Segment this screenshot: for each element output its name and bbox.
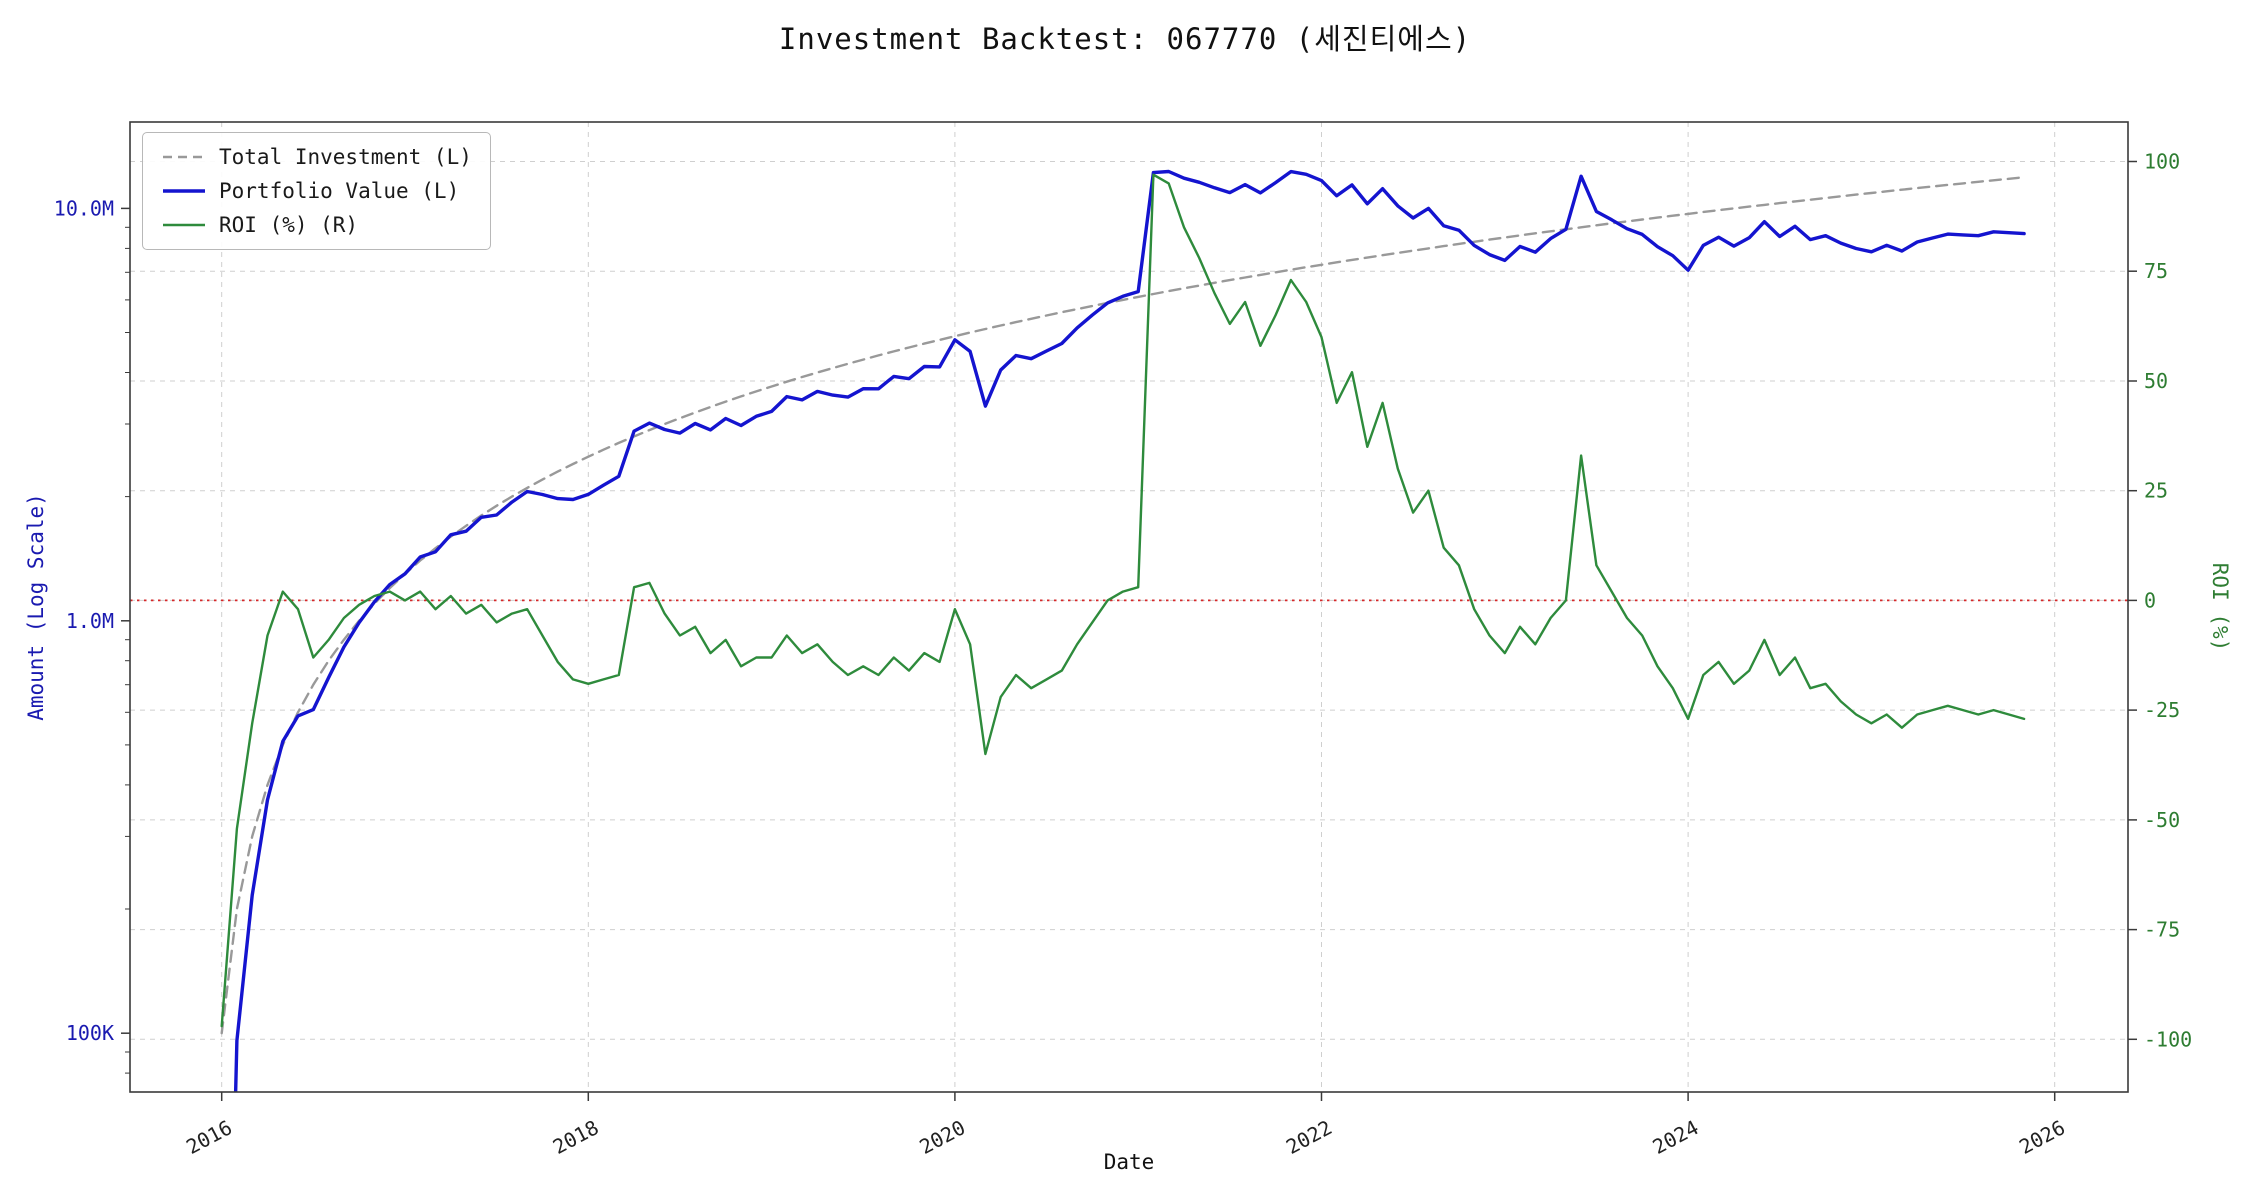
y-axis-label-left: Amount (Log Scale) <box>24 493 48 721</box>
chart-title: Investment Backtest: 067770 (세진티에스) <box>778 22 1472 56</box>
legend: Total Investment (L) Portfolio Value (L) R… <box>142 132 491 250</box>
svg-text:25: 25 <box>2144 479 2168 503</box>
svg-text:1.0M: 1.0M <box>66 609 114 633</box>
y-axis-label-right: ROI (%) <box>2208 562 2232 652</box>
svg-text:2020: 2020 <box>915 1115 969 1159</box>
legend-swatch-line <box>163 155 205 159</box>
svg-text:2022: 2022 <box>1282 1115 1336 1159</box>
svg-text:100K: 100K <box>66 1021 114 1045</box>
legend-item: Total Investment (L) <box>161 145 472 169</box>
legend-label: Total Investment (L) <box>219 145 472 169</box>
legend-item: ROI (%) (R) <box>161 213 472 237</box>
svg-text:2026: 2026 <box>2015 1115 2069 1159</box>
svg-text:50: 50 <box>2144 369 2168 393</box>
legend-item: Portfolio Value (L) <box>161 179 472 203</box>
svg-text:2018: 2018 <box>549 1115 603 1159</box>
svg-text:2024: 2024 <box>1649 1115 1703 1159</box>
svg-text:0: 0 <box>2144 588 2156 612</box>
svg-text:75: 75 <box>2144 259 2168 283</box>
legend-swatch-line <box>163 189 205 193</box>
svg-text:10.0M: 10.0M <box>54 196 114 220</box>
legend-label: Portfolio Value (L) <box>219 179 460 203</box>
legend-swatch-line <box>163 223 205 227</box>
svg-text:2016: 2016 <box>182 1115 236 1159</box>
svg-text:-25: -25 <box>2144 698 2180 722</box>
svg-text:-50: -50 <box>2144 808 2180 832</box>
svg-text:-100: -100 <box>2144 1027 2192 1051</box>
x-axis-label: Date <box>1103 1150 1155 1174</box>
legend-label: ROI (%) (R) <box>219 213 359 237</box>
svg-text:100: 100 <box>2144 150 2180 174</box>
svg-text:-75: -75 <box>2144 918 2180 942</box>
